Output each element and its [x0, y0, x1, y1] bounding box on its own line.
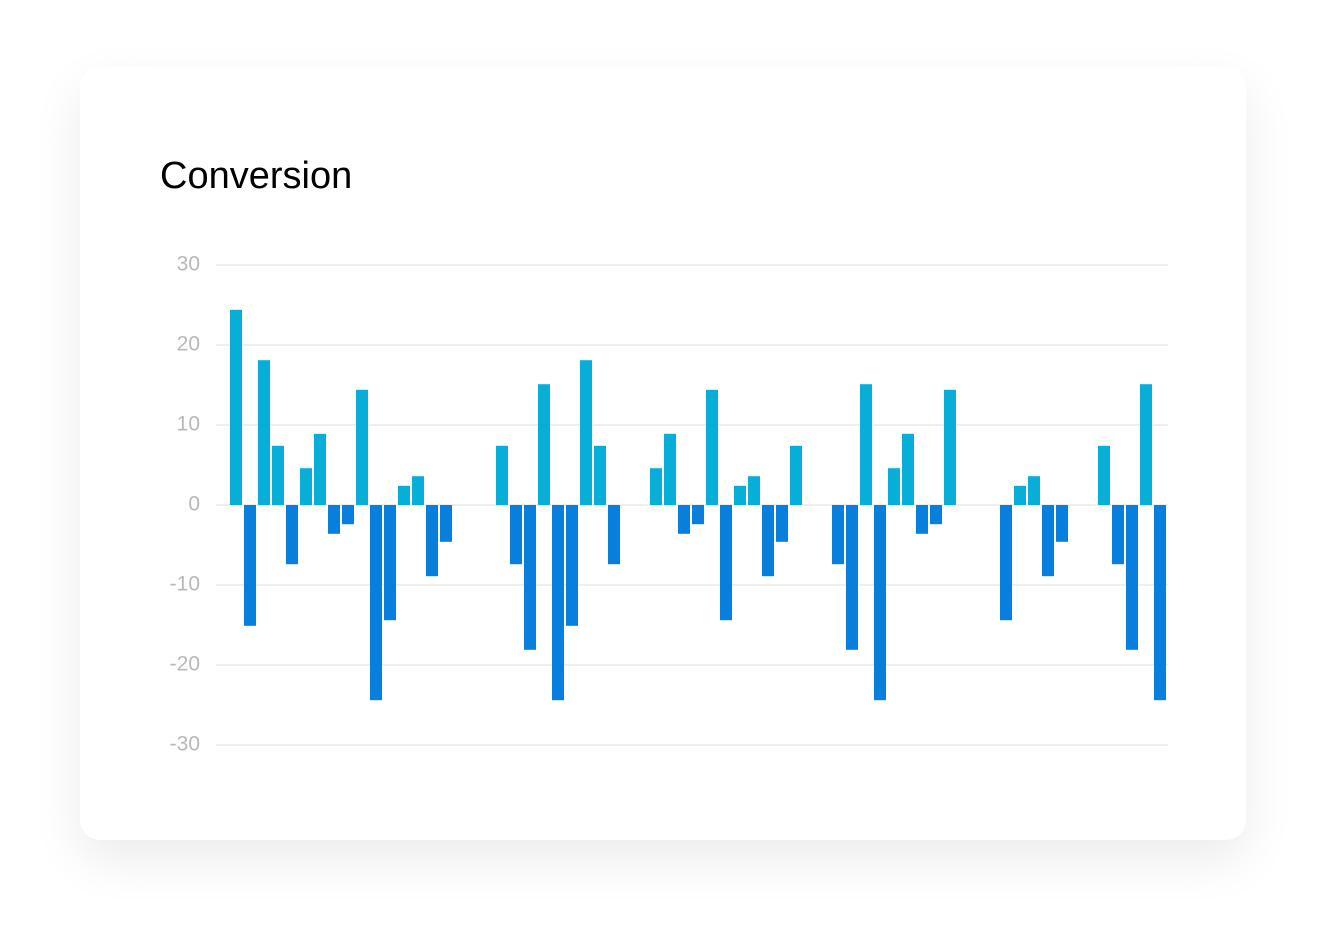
bar — [566, 505, 578, 626]
chart-title: Conversion — [160, 155, 352, 197]
bar — [230, 309, 242, 505]
bar — [874, 505, 886, 701]
bar — [426, 505, 438, 577]
bar — [650, 468, 662, 505]
bar — [1028, 476, 1040, 505]
bar — [678, 505, 690, 534]
bar — [1140, 384, 1152, 505]
y-tick-label: 10 — [177, 413, 200, 436]
bar — [692, 505, 704, 525]
bar — [916, 505, 928, 534]
bar — [846, 505, 858, 650]
y-tick-label: -30 — [170, 733, 200, 756]
bar — [902, 433, 914, 505]
bar — [258, 360, 270, 505]
bar — [748, 476, 760, 505]
bar — [594, 445, 606, 505]
bar — [510, 505, 522, 565]
bar — [1154, 505, 1166, 701]
bar — [342, 505, 354, 525]
bar — [832, 505, 844, 565]
bar — [608, 505, 620, 565]
bar — [720, 505, 732, 621]
bar — [776, 505, 788, 542]
bar — [314, 433, 326, 505]
bar — [496, 445, 508, 505]
bar — [286, 505, 298, 565]
bar — [300, 468, 312, 505]
bar — [944, 389, 956, 505]
bar — [762, 505, 774, 577]
bar — [1098, 445, 1110, 505]
bar — [412, 476, 424, 505]
bar — [538, 384, 550, 505]
bar — [706, 389, 718, 505]
y-tick-label: 20 — [177, 333, 200, 356]
bar — [790, 445, 802, 505]
bar — [1126, 505, 1138, 650]
bar — [860, 384, 872, 505]
bar — [370, 505, 382, 701]
bar — [734, 485, 746, 505]
bar — [328, 505, 340, 534]
y-tick-label: -10 — [170, 573, 200, 596]
bar — [1042, 505, 1054, 577]
bar — [1014, 485, 1026, 505]
bar — [888, 468, 900, 505]
bar — [664, 433, 676, 505]
bar — [398, 485, 410, 505]
bar — [384, 505, 396, 621]
y-tick-label: -20 — [170, 653, 200, 676]
bar — [272, 445, 284, 505]
bar — [524, 505, 536, 650]
bar — [1000, 505, 1012, 621]
bar — [244, 505, 256, 626]
bar — [552, 505, 564, 701]
bar — [580, 360, 592, 505]
bar — [356, 389, 368, 505]
bar — [1056, 505, 1068, 542]
y-tick-label: 30 — [177, 253, 200, 276]
y-tick-label: 0 — [188, 493, 200, 516]
bar — [1112, 505, 1124, 565]
bar — [930, 505, 942, 525]
bar — [440, 505, 452, 542]
